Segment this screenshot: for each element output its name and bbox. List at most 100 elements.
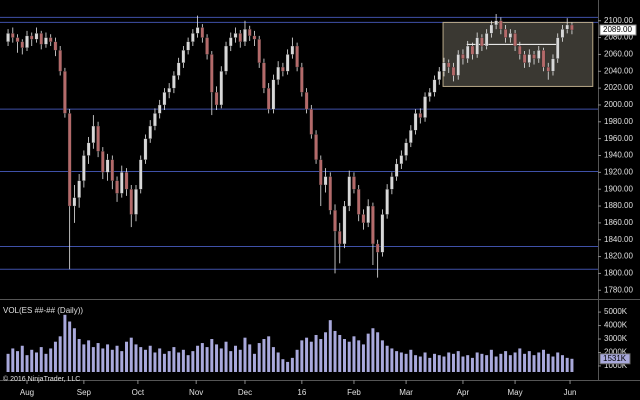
volume-bar: [6, 353, 10, 372]
volume-bar: [72, 328, 76, 372]
y-tick-label: 1840.00: [604, 235, 633, 244]
y-tick-label: 4000K: [604, 321, 628, 330]
candle-body: [537, 50, 541, 59]
volume-bar: [371, 328, 375, 372]
candle-body: [323, 176, 328, 186]
volume-bar: [480, 353, 484, 372]
y-tick-label: 1940.00: [604, 151, 633, 160]
candle-body: [399, 155, 404, 165]
y-tick-label: 2040.00: [604, 66, 633, 75]
candle-body: [338, 231, 342, 245]
candle-body: [304, 92, 309, 110]
candle-body: [480, 37, 484, 47]
candle-body: [138, 159, 143, 190]
y-tick-label: 1900.00: [604, 184, 633, 193]
y-tick-label: 2060.00: [604, 50, 633, 59]
volume-bar: [53, 341, 57, 372]
volume-bar: [518, 348, 522, 372]
candle-body: [172, 75, 176, 89]
volume-bar: [243, 337, 247, 372]
candle-body: [361, 214, 366, 224]
candle-body: [29, 35, 34, 40]
volume-bar: [357, 340, 361, 372]
candle-body: [342, 205, 347, 245]
volume-bar: [376, 332, 380, 372]
volume-bar: [125, 341, 129, 372]
candle-body: [442, 62, 446, 72]
last-volume-box: [599, 353, 631, 365]
volume-bar: [63, 314, 67, 372]
candle-body: [186, 41, 190, 51]
x-tick-label: 16: [297, 388, 306, 397]
volume-bar: [139, 347, 143, 372]
candle-body: [252, 35, 257, 40]
candle-body: [195, 27, 200, 34]
candle-body: [352, 176, 356, 190]
volume-bar: [433, 353, 437, 372]
volume-bar: [527, 351, 531, 372]
volume-bar: [366, 333, 370, 372]
last-price-label: 2089.00: [603, 25, 632, 34]
candle-body: [233, 33, 238, 38]
volume-bar: [87, 340, 91, 372]
candle-body: [120, 172, 124, 194]
candle-body: [153, 113, 157, 127]
volume-bar: [101, 348, 105, 372]
volume-bar: [442, 356, 446, 372]
volume-bar: [257, 343, 261, 372]
volume-bar: [295, 349, 299, 372]
candle-body: [6, 33, 10, 42]
candle-body: [276, 66, 280, 80]
x-tick-label: Oct: [132, 388, 145, 397]
candle-body: [513, 33, 517, 47]
candle-body: [375, 243, 380, 253]
volume-bar: [404, 353, 408, 372]
volume-bar: [423, 352, 427, 372]
candle-body: [551, 58, 555, 72]
volume-bar: [238, 349, 242, 372]
volume-bar: [120, 351, 124, 372]
candle-body: [328, 176, 333, 211]
volume-bar: [570, 358, 574, 372]
y-tick-label: 2000.00: [604, 100, 633, 109]
x-tick-label: Mar: [399, 388, 413, 397]
volume-bar: [333, 330, 337, 372]
y-tick-label: 1860.00: [604, 218, 633, 227]
candle-body: [432, 79, 437, 93]
x-tick-label: Apr: [457, 388, 470, 397]
candle-body: [210, 54, 214, 93]
volume-bar: [219, 348, 223, 372]
volume-bar: [267, 336, 271, 372]
candle-body: [390, 176, 394, 190]
x-tick-label: Sep: [77, 388, 92, 397]
candle-body: [522, 54, 527, 64]
volume-bar: [186, 355, 190, 372]
volume-bar: [456, 351, 460, 372]
volume-bar: [542, 349, 546, 372]
volume-bar: [172, 347, 176, 372]
volume-bar: [162, 353, 166, 372]
candle-body: [503, 29, 508, 38]
volume-bar: [82, 344, 86, 372]
volume-bar: [30, 349, 34, 372]
candle-body: [285, 54, 290, 72]
candle-body: [333, 210, 337, 232]
candle-body: [290, 45, 295, 55]
volume-bar: [551, 356, 555, 372]
y-tick-label: 2100.00: [604, 16, 633, 25]
volume-bar: [390, 348, 394, 372]
candle-body: [266, 87, 271, 110]
candle-body: [96, 125, 100, 152]
volume-bar: [271, 347, 275, 372]
rectangle-drawing: [442, 21, 594, 87]
volume-bar: [11, 348, 15, 372]
candle-body: [494, 20, 498, 26]
volume-bar: [560, 355, 564, 372]
volume-bar: [338, 334, 342, 372]
volume-bar: [428, 357, 432, 372]
volume-bar: [546, 353, 550, 372]
candle-body: [167, 87, 171, 93]
candle-body: [541, 50, 546, 68]
candle-body: [134, 189, 138, 215]
volume-bar: [191, 351, 195, 372]
